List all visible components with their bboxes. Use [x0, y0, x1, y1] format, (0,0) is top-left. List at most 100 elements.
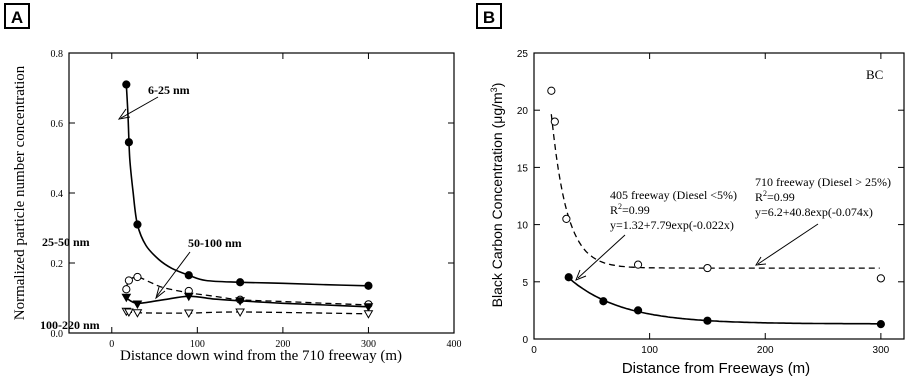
panel-b-y-axis-label-sup: 3	[489, 87, 499, 92]
annotation-710-r-value: =0.99	[767, 190, 795, 204]
point-100-220-nm	[363, 310, 374, 319]
point-710-freeway	[633, 260, 643, 269]
annotation-405-line2: R2=0.99	[610, 202, 650, 217]
point-25-50-nm	[124, 276, 133, 285]
point-405-freeway	[633, 306, 643, 315]
series-line-100-220-nm	[126, 310, 369, 315]
panel-a-y-tick-label: 0.4	[51, 189, 64, 200]
panel-b-y-tick-label: 25	[517, 49, 529, 60]
panel-a-label: A	[11, 8, 23, 27]
point-6-25-nm	[184, 271, 193, 280]
point-6-25-nm	[122, 80, 131, 89]
arrow-6-25-nm	[120, 96, 159, 119]
point-710-freeway	[547, 86, 556, 95]
label-6-25-nm: 6-25 nm	[148, 83, 190, 97]
panel-b-y-tick-label: 10	[517, 221, 529, 232]
point-6-25-nm	[364, 281, 373, 290]
panel-a-badge	[4, 3, 30, 29]
panel-a-y-tick-label: 0.6	[51, 119, 64, 130]
panel-a: A 0 100 200 300 400 0.0 0.2 0.4 0.6 0.8 Distance …	[4, 3, 462, 364]
panel-a-x-tick-label: 100	[190, 339, 205, 350]
panel-a-x-tick-label: 400	[447, 339, 462, 350]
panel-a-x-tick-label: 0	[109, 339, 114, 350]
panel-b-series	[547, 86, 885, 329]
series-line-405-freeway	[568, 277, 881, 325]
label-50-100-nm: 50-100 nm	[188, 236, 242, 250]
annotation-405-r-value: =0.99	[622, 203, 650, 217]
panel-b-y-tick-label: 5	[522, 278, 528, 289]
panel-a-y-axis-label: Normalized particle number concentration	[12, 65, 28, 320]
point-50-100-nm	[183, 292, 194, 302]
panel-b-y-tick-label: 20	[517, 106, 529, 117]
annotation-405-line3: y=1.32+7.79exp(-0.022x)	[610, 218, 734, 232]
panel-a-x-tick-label: 300	[361, 339, 376, 350]
panel-a-y-tick-label: 0.2	[51, 259, 64, 270]
panel-a-y-tick-label: 0.0	[51, 329, 64, 340]
label-100-220-nm: 100-220 nm	[40, 318, 100, 332]
panel-b-axes: 0 100 200 300 0 5 10 15 20 25	[517, 49, 904, 356]
arrow-405-freeway-head	[575, 269, 587, 281]
point-100-220-nm	[183, 309, 194, 319]
point-405-freeway	[564, 273, 573, 282]
annotation-710-r: R	[755, 190, 763, 204]
arrow-50-100-nm	[156, 251, 191, 297]
panel-a-y-tick-label: 0.8	[51, 49, 64, 60]
point-50-100-nm	[363, 303, 374, 312]
annotation-405-line1: 405 freeway (Diesel <5%)	[610, 188, 737, 202]
panel-b-plot-frame	[533, 52, 905, 340]
point-710-freeway	[876, 274, 885, 283]
panel-b-y-tick-label: 0	[522, 335, 528, 346]
point-25-50-nm	[122, 285, 131, 294]
point-405-freeway	[703, 316, 712, 325]
panel-b-x-tick-label: 100	[641, 345, 658, 356]
point-100-220-nm	[124, 308, 134, 318]
point-710-freeway	[703, 263, 712, 273]
panel-b-corner-label: BC	[866, 67, 883, 82]
panel-b-x-axis-label: Distance from Freeways (m)	[622, 360, 810, 377]
point-6-25-nm	[236, 278, 245, 287]
annotation-710-freeway: 710 freeway (Diesel > 25%) R2=0.99 y=6.2…	[755, 175, 891, 219]
panel-b-y-tick-label: 15	[517, 163, 529, 174]
series-line-50-100-nm	[125, 295, 369, 308]
point-50-100-nm	[132, 300, 143, 309]
point-6-25-nm	[133, 220, 142, 229]
point-25-50-nm	[133, 272, 142, 282]
series-line-6-25-nm	[125, 84, 369, 287]
panel-b-badge	[476, 3, 502, 29]
panel-b-y-axis-label: Black Carbon Concentration (μg/m3)	[489, 83, 505, 308]
panel-a-series	[121, 80, 374, 319]
panel-b-x-tick-label: 300	[873, 345, 890, 356]
panel-b-y-axis-label-close: )	[489, 83, 505, 88]
point-405-freeway	[599, 297, 608, 306]
annotation-405-r-sup: 2	[618, 202, 622, 211]
point-50-100-nm	[121, 293, 132, 303]
arrow-6-25-nm-head	[117, 108, 131, 120]
point-100-220-nm	[235, 308, 245, 318]
point-710-freeway	[562, 214, 571, 223]
annotation-405-freeway: 405 freeway (Diesel <5%) R2=0.99 y=1.32+…	[610, 188, 737, 232]
label-25-50-nm: 25-50 nm	[42, 235, 90, 249]
panel-b-label: B	[483, 8, 495, 27]
point-100-220-nm	[132, 309, 143, 318]
panel-b-y-axis-label-main: Black Carbon Concentration (μg/m	[489, 92, 505, 307]
annotation-710-r-sup: 2	[763, 189, 767, 198]
annotation-710-line2: R2=0.99	[755, 189, 795, 204]
arrow-50-100-nm-head	[155, 286, 166, 300]
panel-a-axes: 0 100 200 300 400 0.0 0.2 0.4 0.6 0.8	[51, 49, 462, 350]
annotation-710-line3: y=6.2+40.8exp(-0.074x)	[755, 205, 873, 219]
point-405-freeway	[876, 320, 885, 329]
panel-a-arrows	[117, 96, 191, 300]
arrow-405-freeway	[577, 234, 626, 279]
annotation-710-line1: 710 freeway (Diesel > 25%)	[755, 175, 891, 189]
annotation-405-r: R	[610, 203, 618, 217]
point-6-25-nm	[124, 138, 133, 147]
panel-a-x-tick-label: 200	[275, 339, 290, 350]
panel-b-x-tick-label: 0	[531, 345, 537, 356]
panel-b-x-tick-label: 200	[757, 345, 774, 356]
panel-a-x-axis-label: Distance down wind from the 710 freeway …	[120, 348, 402, 364]
panel-b-arrows	[575, 223, 819, 281]
point-50-100-nm	[235, 297, 245, 306]
point-710-freeway	[550, 117, 559, 126]
arrow-710-freeway-head	[755, 256, 767, 266]
